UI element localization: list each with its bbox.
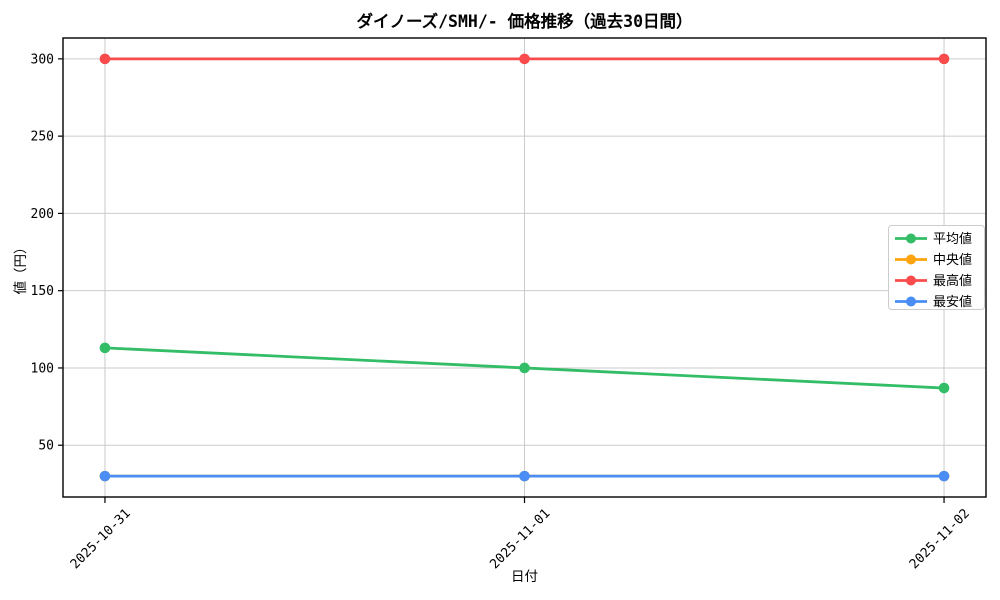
series-point-min xyxy=(519,470,530,482)
legend-swatch-marker-max xyxy=(906,275,916,286)
y-tick-label: 250 xyxy=(31,130,54,145)
y-tick-label: 50 xyxy=(38,439,54,454)
legend-label-median: 中央値 xyxy=(933,252,972,268)
y-tick-label: 100 xyxy=(31,361,54,376)
y-tick-label: 150 xyxy=(31,284,54,299)
y-tick-label: 200 xyxy=(31,207,54,222)
x-tick-label: 2025-11-01 xyxy=(487,506,553,572)
x-tick-label: 2025-11-02 xyxy=(907,506,973,572)
series-point-max xyxy=(938,53,950,65)
legend-label-max: 最高値 xyxy=(933,273,972,289)
legend-swatch-marker-average xyxy=(906,233,916,244)
series-point-min xyxy=(938,470,950,482)
plot-area: 50 100 150 200 250 300 2025-10-31 2025-11-01 202… xyxy=(31,37,987,572)
legend-box xyxy=(888,225,985,310)
series-point-average xyxy=(519,362,530,374)
legend-swatch-marker-min xyxy=(906,296,916,307)
legend-label-average: 平均値 xyxy=(933,231,972,247)
y-axis-label: 値（円） xyxy=(13,241,29,295)
legend-swatch-marker-median xyxy=(906,254,916,265)
series-point-average xyxy=(99,342,111,354)
x-tick-label: 2025-10-31 xyxy=(68,506,134,572)
x-axis-label: 日付 xyxy=(511,569,538,585)
chart-title: ダイノーズ/SMH/- 価格推移（過去30日間） xyxy=(356,11,692,31)
series-point-max xyxy=(519,53,530,65)
y-tick-label: 300 xyxy=(31,52,54,67)
series-point-average xyxy=(938,382,950,394)
legend-label-min: 最安値 xyxy=(933,294,972,310)
series-point-min xyxy=(99,470,111,482)
series-point-max xyxy=(99,53,111,65)
